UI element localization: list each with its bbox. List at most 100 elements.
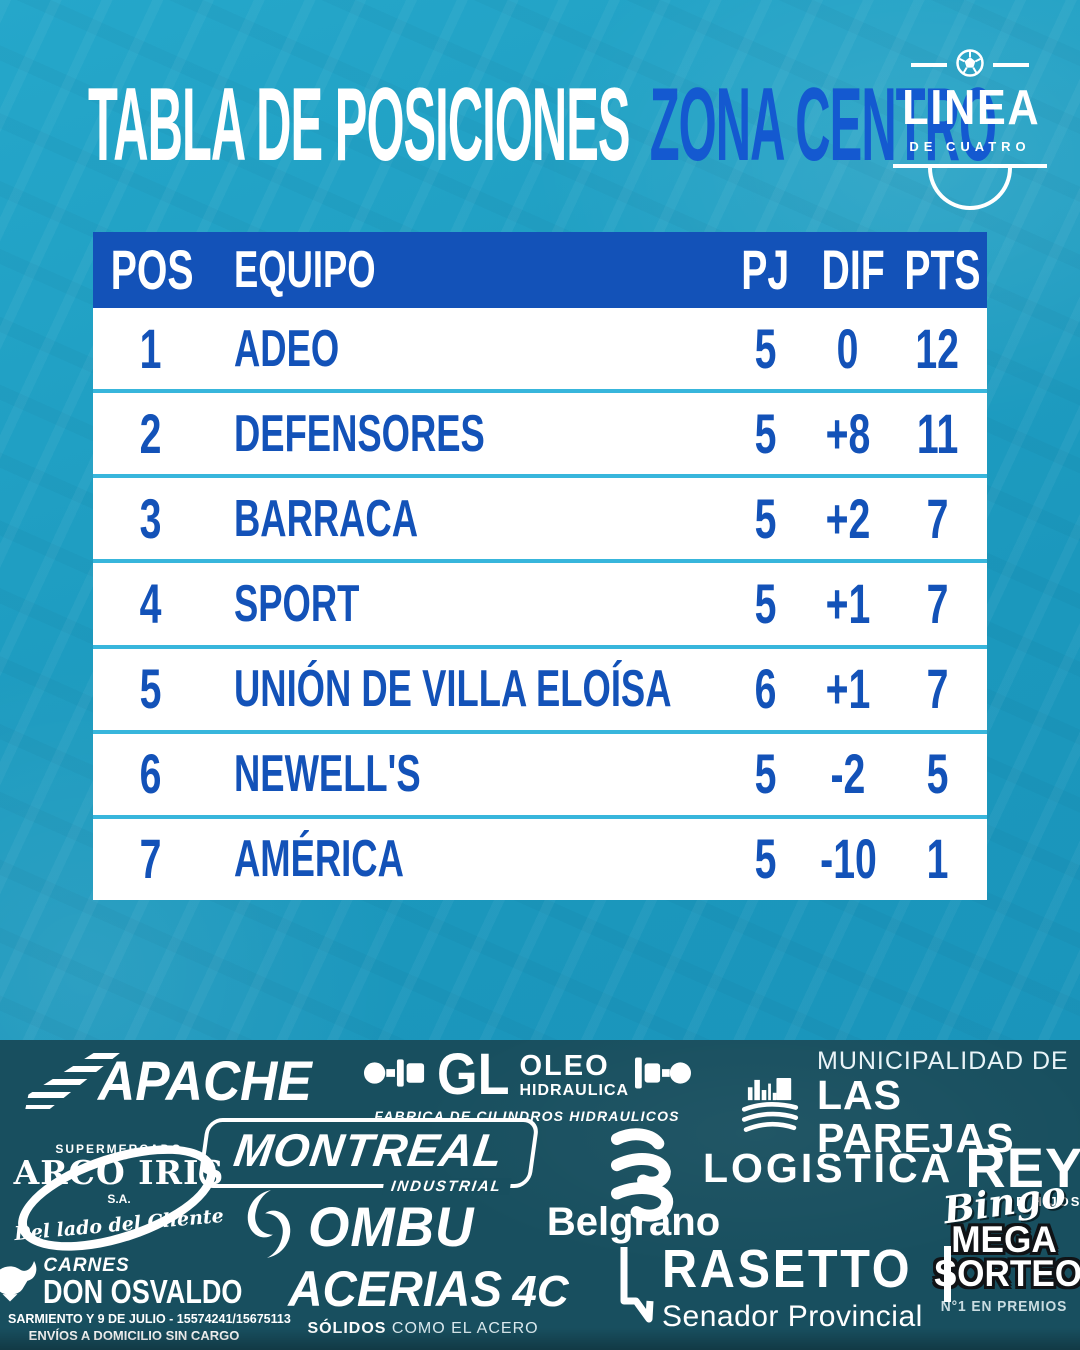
table-row: 7 AMÉRICA 5 -10 1 [93, 814, 987, 900]
row-position: 4 [139, 571, 162, 635]
row-team: AMÉRICA [234, 830, 404, 889]
ombu-label: OMBU [308, 1195, 475, 1258]
bingo-tagline: N°1 EN PREMIOS [940, 1298, 1068, 1316]
row-position: 7 [139, 827, 162, 891]
logo-right-line [993, 63, 1029, 67]
row-team: ADEO [234, 319, 340, 378]
row-played: 5 [754, 316, 777, 380]
logo-top-row [893, 48, 1047, 83]
row-diff: +1 [825, 657, 871, 721]
row-team: UNIÓN DE VILLA ELOÍSA [234, 660, 672, 719]
municipalidad-line1: MUNICIPALIDAD DE [817, 1047, 1069, 1075]
sponsor-gl-oleo: GL OLEO HIDRAULICA FABRICA DE CILINDROS … [363, 1042, 692, 1124]
don-osvaldo-address: SARMIENTO Y 9 DE JULIO - 15574241/156751… [8, 1312, 291, 1326]
table-row: 5 UNIÓN DE VILLA ELOÍSA 6 +1 7 [93, 644, 987, 730]
bracket-right-icon [944, 1246, 952, 1302]
logo-goal-arc-icon [928, 168, 1012, 210]
acerias-tagline-rest: COMO EL ACERO [391, 1320, 539, 1337]
sponsor-montreal: MONTREAL INDUSTRIAL [197, 1118, 540, 1196]
row-played: 5 [754, 401, 777, 465]
row-played: 6 [754, 657, 777, 721]
table-row: 2 DEFENSORES 5 +8 11 [93, 389, 987, 474]
row-position: 5 [139, 657, 162, 721]
gl-tagline: FABRICA DE CILINDROS HIDRAULICOS [374, 1108, 680, 1124]
rasetto-label: RASETTO [662, 1239, 913, 1299]
montreal-border-box: MONTREAL INDUSTRIAL [197, 1118, 540, 1196]
title-main: TABLA DE POSICIONES [88, 67, 631, 183]
col-pj: PJ [741, 238, 790, 301]
sponsor-arco-iris: SUPERMERCADO ARCO IRIS S.A. Del lado del… [5, 1124, 229, 1272]
table-row: 3 BARRACA 5 +2 7 [93, 474, 987, 559]
table-row: 4 SPORT 5 +1 7 [93, 559, 987, 644]
municipalidad-line2: LAS PAREJAS [817, 1072, 1015, 1162]
sponsor-rasetto: RASETTO Senador Provincial [616, 1239, 952, 1333]
hydraulic-cylinder-left-icon [363, 1054, 427, 1097]
apache-label: APACHE [98, 1049, 312, 1112]
row-played: 5 [754, 486, 777, 550]
row-team: SPORT [234, 574, 360, 633]
e-hijos-label: E HIJOS [1016, 1194, 1080, 1209]
sponsor-bingo-mega-sorteo: Bingo MEGA SORTEO N°1 EN PREMIOS [930, 1172, 1080, 1316]
logistica-label: LOGISTICA [703, 1145, 954, 1191]
row-diff: -2 [830, 742, 866, 806]
sponsor-logistica-rey: LOGISTICA REY E HIJOS [703, 1140, 1080, 1210]
row-played: 5 [754, 571, 777, 635]
acerias-tagline-bold: SÓLIDOS [307, 1320, 387, 1337]
row-position: 2 [139, 401, 162, 465]
table-header-row: POS EQUIPO PJ DIF PTS [93, 232, 987, 308]
title-zone: ZONA CENTRO [649, 67, 997, 183]
row-played: 5 [754, 742, 777, 806]
row-team: BARRACA [234, 489, 419, 548]
row-diff: +1 [825, 571, 871, 635]
logo-name: LINEA [902, 81, 1041, 135]
gl-label: GL [436, 1042, 510, 1107]
row-points: 1 [926, 827, 949, 891]
table-row: 6 NEWELL'S 5 -2 5 [93, 729, 987, 815]
sponsor-municipalidad: MUNICIPALIDAD DE LAS PAREJAS [735, 1048, 1080, 1160]
ombu-leaf-icon [238, 1186, 300, 1267]
row-diff: -10 [820, 827, 877, 891]
montreal-label: MONTREAL [230, 1124, 507, 1176]
row-team: DEFENSORES [234, 404, 485, 463]
oleo-label: OLEO [519, 1049, 610, 1082]
row-points: 12 [915, 316, 960, 380]
logo-subname: DE CUATRO [909, 139, 1031, 154]
col-dif: DIF [821, 238, 885, 301]
col-pts: PTS [904, 238, 981, 301]
rey-label: REY [965, 1136, 1080, 1199]
row-points: 7 [926, 657, 949, 721]
sponsor-apache: APACHE [20, 1048, 330, 1113]
hidraulica-label: HIDRAULICA [519, 1081, 630, 1099]
row-points: 11 [916, 401, 959, 465]
hydraulic-cylinder-right-icon [635, 1054, 692, 1097]
soccer-ball-icon [955, 48, 985, 83]
col-pos: POS [110, 238, 194, 301]
acerias-label: ACERIAS [288, 1261, 503, 1317]
sorteo-label: SORTEO [933, 1253, 1080, 1295]
speech-bracket-icon [616, 1242, 658, 1333]
carnes-label: CARNES [43, 1255, 130, 1276]
logo-left-line [911, 63, 947, 67]
acerias-4c-label: 4C [512, 1267, 569, 1316]
sponsor-acerias-4c: ACERIAS 4C SÓLIDOS COMO EL ACERO [258, 1260, 588, 1338]
row-points: 7 [926, 486, 949, 550]
bull-head-icon [0, 1257, 39, 1308]
sponsors-footer: APACHE GL OLEO HIDRAULICA [0, 1040, 1080, 1350]
linea-de-cuatro-logo: LINEA DE CUATRO [893, 48, 1047, 210]
don-osvaldo-label: DON OSVALDO [43, 1273, 243, 1310]
arco-iris-label: ARCO IRIS [13, 1153, 225, 1192]
row-position: 3 [139, 486, 162, 550]
city-fields-icon [735, 1067, 805, 1142]
sponsor-ombu: OMBU [238, 1186, 483, 1267]
page-title: TABLA DE POSICIONES ZONA CENTRO [88, 70, 1080, 180]
rasetto-sub-label: Senador Provincial [662, 1300, 923, 1333]
belgrano-flag-icon [600, 1126, 684, 1229]
row-diff: 0 [837, 316, 859, 380]
belgrano-label: Belgrano [546, 1200, 721, 1244]
mega-label: MEGA [951, 1219, 1057, 1260]
table-body: 1 ADEO 5 0 12 2 DEFENSORES 5 +8 11 3 BAR… [93, 308, 987, 900]
logo-goal-line [893, 164, 1047, 168]
standings-table: POS EQUIPO PJ DIF PTS 1 ADEO 5 0 12 2 DE… [93, 232, 987, 900]
row-diff: +2 [825, 486, 871, 550]
